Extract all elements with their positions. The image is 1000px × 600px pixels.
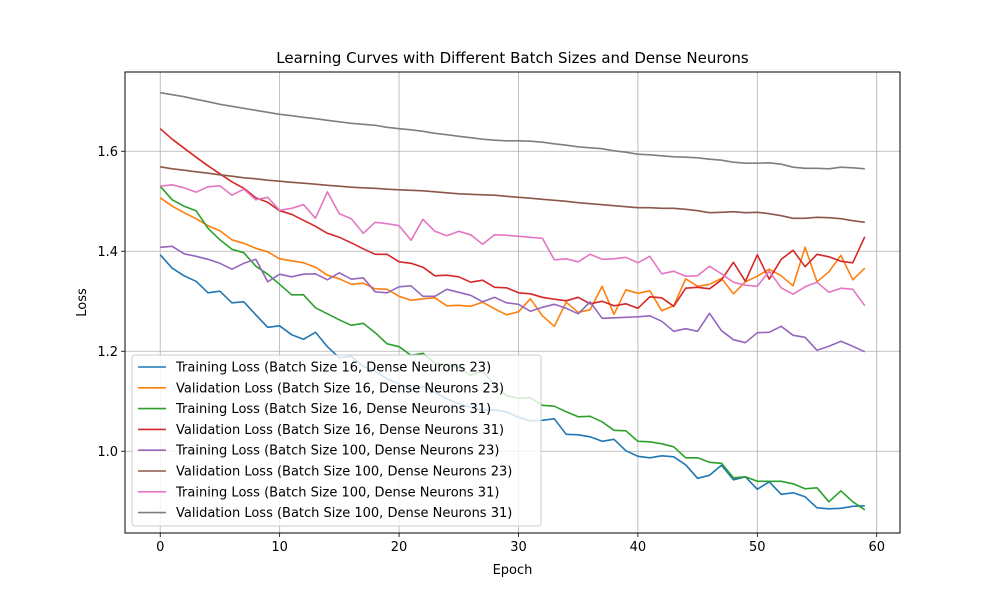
x-tick-label: 50 (749, 540, 766, 555)
legend-label-0: Training Loss (Batch Size 16, Dense Neur… (175, 361, 491, 376)
x-axis-label: Epoch (493, 563, 533, 578)
y-axis-label: Loss (75, 288, 90, 317)
x-tick-label: 10 (271, 540, 288, 555)
series-line-1 (159, 197, 866, 328)
x-tick-label: 30 (510, 540, 527, 555)
y-tick-label: 1.2 (97, 345, 118, 360)
chart-title: Learning Curves with Different Batch Siz… (276, 49, 749, 67)
legend-label-3: Validation Loss (Batch Size 16, Dense Ne… (176, 423, 504, 438)
legend-label-5: Validation Loss (Batch Size 100, Dense N… (176, 465, 512, 480)
y-tick-label: 1.6 (97, 145, 118, 160)
series-line-5 (160, 166, 865, 224)
legend-label-6: Training Loss (Batch Size 100, Dense Neu… (175, 485, 499, 500)
series-line-7 (160, 91, 865, 170)
plot-frame (124, 71, 901, 534)
series-line-4 (160, 245, 866, 353)
series-line-6 (160, 184, 866, 307)
x-tick-label: 60 (868, 540, 885, 555)
legend-frame (131, 354, 542, 527)
y-tick-label: 1.4 (97, 245, 118, 260)
x-tick-label: 20 (391, 540, 408, 555)
legend: Training Loss (Batch Size 16, Dense Neur… (131, 354, 542, 527)
legend-label-4: Training Loss (Batch Size 100, Dense Neu… (175, 444, 499, 459)
legend-label-2: Training Loss (Batch Size 16, Dense Neur… (175, 402, 491, 417)
y-tick-label: 1.0 (97, 445, 118, 460)
x-tick-label: 0 (156, 540, 164, 555)
legend-label-7: Validation Loss (Batch Size 100, Dense N… (176, 506, 512, 521)
legend-label-1: Validation Loss (Batch Size 16, Dense Ne… (176, 381, 504, 396)
x-tick-label: 40 (630, 540, 647, 555)
ticks: 0 10 20 30 40 50 60 1.0 1.2 1.4 1.6 (97, 145, 885, 555)
